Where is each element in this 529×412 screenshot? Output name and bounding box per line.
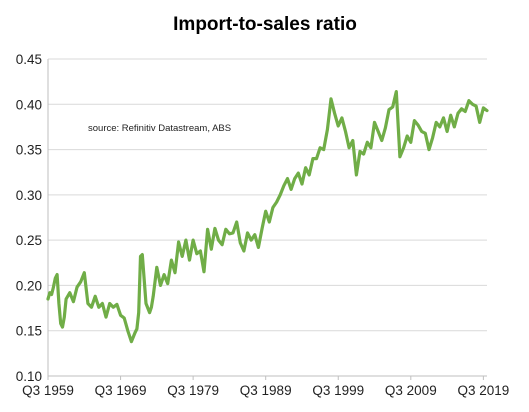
y-tick-label: 0.10 (16, 369, 42, 384)
y-tick-label: 0.25 (16, 233, 42, 248)
series-layer (46, 89, 489, 344)
x-tick-label: Q3 2019 (457, 383, 509, 398)
x-tick-label: Q3 1969 (95, 383, 147, 398)
y-tick-label: 0.15 (16, 324, 42, 339)
x-tick-label: Q3 1959 (22, 383, 74, 398)
y-tick-label: 0.20 (16, 278, 42, 293)
x-tick-label: Q3 1999 (312, 383, 364, 398)
chart-title: Import-to-sales ratio (173, 14, 357, 35)
axis-layer (47, 59, 487, 380)
x-tick-label: Q3 1989 (240, 383, 292, 398)
x-tick-label: Q3 1979 (167, 383, 219, 398)
y-tick-label: 0.40 (16, 97, 42, 112)
x-tick-label: Q3 2009 (385, 383, 437, 398)
tick-layer: 0.10 0.15 0.20 0.25 0.30 0.35 0.40 0.45 Q3 1959 Q… (16, 52, 510, 398)
grid-layer (48, 58, 487, 332)
y-tick-label: 0.45 (16, 52, 42, 67)
source-annotation: source: Refinitiv Datastream, ABS (88, 123, 231, 134)
y-tick-label: 0.30 (16, 188, 42, 203)
series-line-0 (46, 89, 489, 344)
y-tick-label: 0.35 (16, 143, 42, 158)
